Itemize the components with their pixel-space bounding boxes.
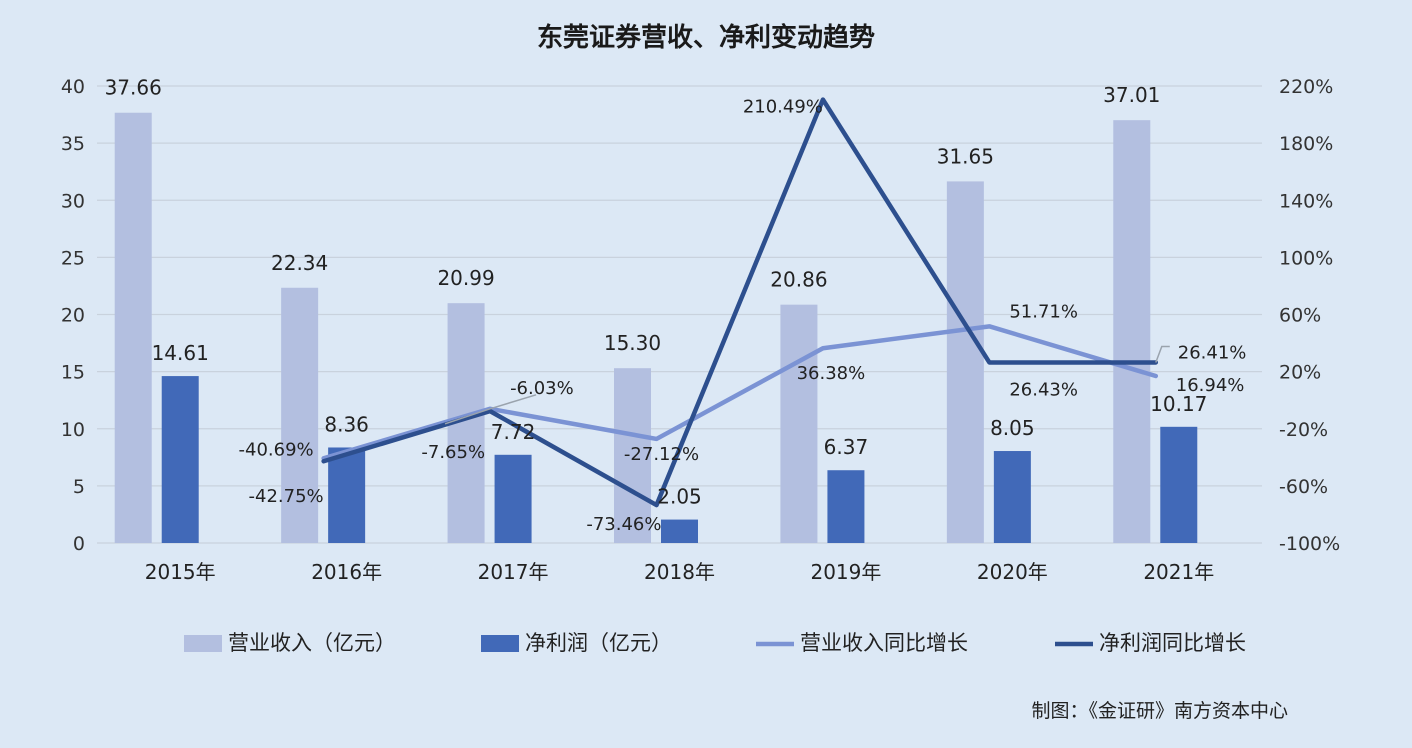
axes: 0 5 10 15 20 25 30 35 40 -100% -60% -20% 20% 60% 100% 1… bbox=[61, 76, 1340, 584]
y-right-tick-label: -60% bbox=[1279, 476, 1328, 498]
profit-growth-line bbox=[321, 97, 1159, 508]
revenue-bar-label: 31.65 bbox=[937, 144, 994, 168]
revenue-bar-label: 37.66 bbox=[105, 76, 162, 100]
profit-bar-label: 2.05 bbox=[657, 485, 702, 509]
legend-label-revenue: 营业收入（亿元） bbox=[228, 631, 396, 655]
y-right-tick-label: -20% bbox=[1279, 419, 1328, 441]
revenue-bar bbox=[114, 112, 152, 543]
profit-bar bbox=[661, 519, 698, 543]
profit-bar-label: 14.61 bbox=[152, 341, 209, 365]
y-left-tick-label: 20 bbox=[61, 305, 85, 327]
revenue-bar bbox=[946, 181, 984, 543]
profit-bar-label: 7.72 bbox=[491, 420, 536, 444]
y-left-tick-label: 5 bbox=[73, 476, 85, 498]
y-right-tick-label: -100% bbox=[1279, 533, 1340, 555]
revenue-growth-label: 16.94% bbox=[1176, 375, 1245, 396]
legend-label-profit-growth: 净利润同比增长 bbox=[1099, 631, 1246, 655]
revenue-bar bbox=[1113, 120, 1151, 543]
revenue-bar-label: 22.34 bbox=[271, 251, 328, 275]
y-left-tick-label: 0 bbox=[73, 533, 85, 555]
y-right-tick-label: 220% bbox=[1279, 76, 1333, 98]
profit-bar bbox=[1160, 426, 1198, 543]
data-labels: 37.66 22.34 20.99 15.30 20.86 31.65 37.01 14.61… bbox=[105, 76, 1247, 535]
profit-growth-label: -7.65% bbox=[421, 442, 485, 463]
legend-swatch-revenue bbox=[184, 635, 222, 652]
legend-label-revenue-growth: 营业收入同比增长 bbox=[800, 631, 968, 655]
revenue-bar-label: 20.86 bbox=[770, 268, 827, 292]
y-right-tick-label: 100% bbox=[1279, 247, 1333, 269]
profit-growth-label: 26.43% bbox=[1009, 379, 1078, 400]
lines bbox=[321, 97, 1159, 508]
profit-bar bbox=[161, 376, 199, 543]
chart-title: 东莞证券营收、净利变动趋势 bbox=[537, 22, 875, 53]
profit-bar-label: 6.37 bbox=[824, 435, 869, 459]
profit-growth-label: -42.75% bbox=[249, 486, 324, 507]
revenue-bar-label: 15.30 bbox=[604, 331, 661, 355]
credit-text: 制图：《金证研》南方资本中心 bbox=[1031, 700, 1288, 722]
profit-bar-label: 8.05 bbox=[990, 416, 1035, 440]
revenue-growth-label: 36.38% bbox=[797, 363, 866, 384]
profit-growth-label: -73.46% bbox=[586, 514, 661, 535]
y-left-tick-label: 15 bbox=[61, 362, 85, 384]
revenue-bar-label: 37.01 bbox=[1103, 83, 1160, 107]
revenue-bar bbox=[614, 368, 651, 543]
y-left-tick-label: 25 bbox=[61, 247, 85, 269]
legend-label-profit: 净利润（亿元） bbox=[525, 631, 672, 655]
y-left-tick-label: 10 bbox=[61, 419, 85, 441]
y-right-tick-label: 180% bbox=[1279, 133, 1333, 155]
revenue-bar-label: 20.99 bbox=[437, 266, 494, 290]
revenue-growth-label: 51.71% bbox=[1009, 301, 1078, 322]
x-tick-label: 2015年 bbox=[145, 560, 216, 584]
legend: 营业收入（亿元） 净利润（亿元） 营业收入同比增长 净利润同比增长 bbox=[184, 631, 1246, 655]
profit-bar-label: 8.36 bbox=[324, 412, 369, 436]
profit-bar bbox=[328, 447, 366, 543]
profit-bar-label: 10.17 bbox=[1150, 392, 1207, 416]
x-tick-label: 2017年 bbox=[478, 560, 549, 584]
x-tick-label: 2018年 bbox=[644, 560, 715, 584]
y-left-tick-label: 35 bbox=[61, 133, 85, 155]
revenue-growth-label: -40.69% bbox=[239, 439, 314, 460]
profit-growth-label: 210.49% bbox=[743, 97, 823, 118]
x-tick-label: 2021年 bbox=[1143, 560, 1214, 584]
leader-line bbox=[1155, 345, 1170, 363]
revenue-growth-label: -27.12% bbox=[624, 444, 699, 465]
revenue-bar bbox=[281, 287, 319, 543]
y-right-tick-label: 60% bbox=[1279, 305, 1321, 327]
y-left-tick-label: 30 bbox=[61, 190, 85, 212]
revenue-growth-line bbox=[321, 324, 1159, 461]
leader-line bbox=[444, 394, 537, 425]
y-right-tick-label: 140% bbox=[1279, 190, 1333, 212]
y-left-tick-label: 40 bbox=[61, 76, 85, 98]
profit-bar bbox=[827, 470, 865, 543]
x-tick-label: 2016年 bbox=[311, 560, 382, 584]
revenue-bar bbox=[780, 304, 818, 543]
x-tick-label: 2019年 bbox=[810, 560, 881, 584]
legend-swatch-profit bbox=[481, 635, 519, 652]
profit-growth-label: 26.41% bbox=[1178, 342, 1247, 363]
bars bbox=[114, 112, 1198, 543]
x-tick-label: 2020年 bbox=[977, 560, 1048, 584]
revenue-growth-label: -6.03% bbox=[510, 378, 574, 399]
profit-bar bbox=[993, 451, 1031, 543]
y-right-tick-label: 20% bbox=[1279, 362, 1321, 384]
profit-bar bbox=[494, 454, 532, 543]
